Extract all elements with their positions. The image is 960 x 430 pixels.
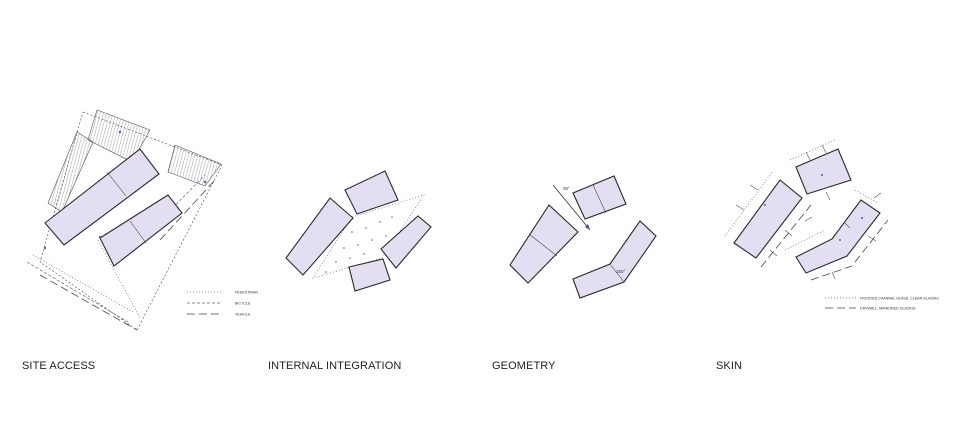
skin-legend-frosted-label: FROSTED CHANNEL GLASS, CLEAR GLAZING [860, 297, 939, 301]
building-west [285, 197, 354, 276]
caption-geometry: GEOMETRY [492, 360, 556, 372]
vehicle-path-1 [39, 274, 138, 331]
building-skin-west [733, 179, 803, 259]
skin-diagram: FROSTED CHANNEL GLASS, CLEAR GLAZING DRY… [724, 139, 939, 311]
angle-label-2: 150° [616, 269, 626, 274]
bicycle-path-1 [26, 261, 129, 323]
caption-site-access: SITE ACCESS [22, 360, 96, 372]
skin-line-frosted [789, 139, 836, 161]
caption-skin: SKIN [716, 360, 743, 372]
building-skin-bent [795, 199, 881, 274]
building-east [380, 215, 432, 269]
integration-dots [325, 216, 393, 273]
vehicle-path-2 [159, 179, 216, 241]
building-a-division [106, 171, 127, 197]
building-geo-west [509, 204, 579, 284]
site-boundary [39, 111, 223, 331]
geometry-diagram: 30° 150° [509, 175, 657, 299]
skin-line-mirrored [810, 265, 853, 281]
building-geo-bent-division [609, 263, 625, 283]
caption-internal-integration: INTERNAL INTEGRATION [268, 360, 402, 372]
context-zone-right [167, 144, 222, 187]
entry-marker [43, 246, 47, 250]
angle-label-1: 30° [563, 186, 570, 191]
skin-ticks [735, 144, 882, 280]
skin-legend-mirrored-label: DRYWALL, MIRRORED GLAZING [860, 307, 916, 311]
arrowhead [585, 224, 590, 230]
skin-marker [839, 239, 841, 241]
skin-marker [764, 204, 766, 206]
skin-marker [861, 217, 863, 219]
pedestrian-path-1 [32, 254, 134, 313]
building-geo-west-division [528, 233, 558, 257]
building-geo-north-division [592, 184, 607, 214]
entry-marker [203, 180, 207, 184]
building-south [348, 258, 391, 292]
site-access-diagram: PEDESTRIAN BICYCLE VEHICLE [26, 109, 258, 331]
integration-zone [312, 194, 425, 279]
entry-marker [118, 130, 122, 134]
legend-pedestrian-label: PEDESTRIAN [235, 291, 258, 295]
building-b [99, 194, 183, 267]
skin-line-mirrored [760, 204, 812, 268]
building-skin-north [795, 148, 852, 195]
building-b-division [129, 220, 147, 244]
building-geo-bent [572, 220, 657, 299]
skin-line-mirrored [854, 219, 889, 263]
legend-bicycle-label: BICYCLE [235, 302, 251, 306]
internal-integration-diagram [285, 170, 432, 292]
skin-marker [821, 174, 823, 176]
building-geo-north [572, 175, 627, 220]
building-north [344, 170, 399, 215]
legend-vehicle-label: VEHICLE [235, 313, 251, 317]
skin-line-frosted [854, 189, 879, 204]
angle-arrow [552, 184, 591, 231]
bicycle-path-2 [147, 174, 206, 234]
entry-marker [98, 235, 102, 239]
